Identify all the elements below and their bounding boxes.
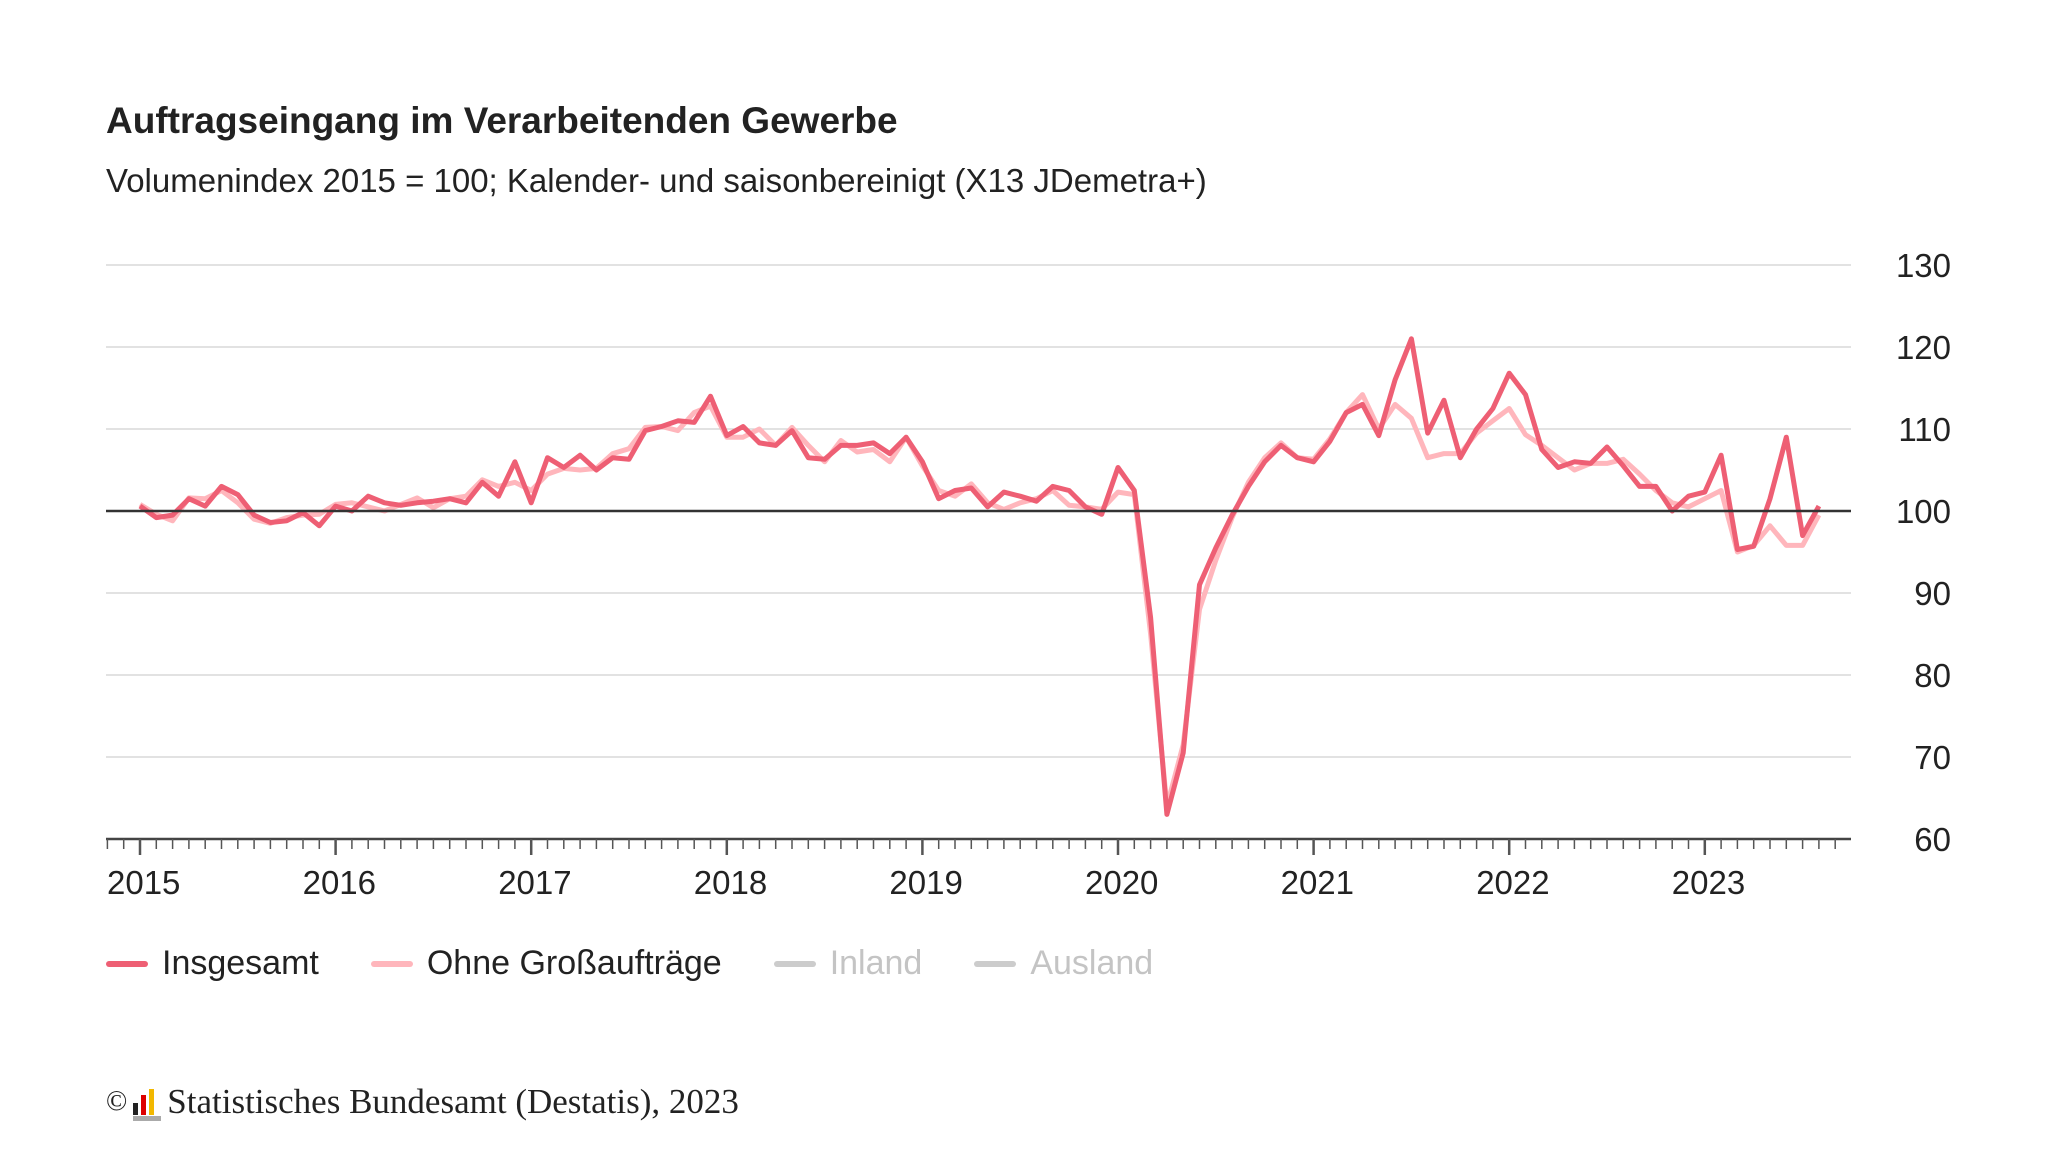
x-tick-label: 2019: [889, 864, 962, 901]
chart-title: Auftragseingang im Verarbeitenden Gewerb…: [106, 100, 898, 141]
legend-label: Ausland: [1030, 944, 1154, 982]
x-tick-label: 2016: [303, 864, 376, 901]
legend-label: Insgesamt: [162, 944, 319, 982]
legend-item[interactable]: Insgesamt: [106, 944, 319, 983]
y-tick-label: 90: [1914, 575, 1951, 612]
x-tick-label: 2017: [498, 864, 571, 901]
source-text: Statistisches Bundesamt (Destatis), 2023: [167, 1082, 739, 1121]
legend-swatch: [106, 960, 148, 967]
x-tick-label: 2015: [107, 864, 180, 901]
y-tick-label: 120: [1896, 329, 1951, 366]
legend-swatch: [974, 960, 1017, 967]
x-tick-label: 2018: [694, 864, 767, 901]
legend: Insgesamt Ohne Großaufträge Inland Ausland: [106, 944, 1153, 983]
series-line-insgesamt: [138, 336, 1822, 817]
y-tick-label: 70: [1914, 739, 1951, 776]
legend-swatch: [370, 960, 413, 967]
y-tick-label: 60: [1914, 821, 1951, 858]
x-tick-label: 2021: [1281, 864, 1354, 901]
legend-item[interactable]: Inland: [773, 944, 923, 983]
y-tick-label: 110: [1898, 411, 1951, 448]
legend-item[interactable]: Ohne Großaufträge: [370, 944, 722, 983]
y-tick-label: 80: [1914, 657, 1951, 694]
legend-label: Inland: [829, 944, 923, 982]
y-tick-label: 130: [1896, 247, 1951, 284]
legend-label: Ohne Großaufträge: [426, 944, 722, 982]
legend-item[interactable]: Ausland: [974, 944, 1153, 983]
legend-swatch: [773, 960, 816, 967]
destatis-logo-icon: [133, 1089, 162, 1121]
x-tick-label: 2023: [1672, 864, 1745, 901]
series-line-ohne-gro-auftr-ge: [138, 392, 1822, 809]
copyright-symbol: ©: [106, 1086, 128, 1117]
x-tick-label: 2020: [1085, 864, 1158, 901]
x-tick-label: 2022: [1476, 864, 1549, 901]
footer: © Statistisches Bundesamt (Destatis), 20…: [106, 1082, 739, 1122]
y-tick-label: 100: [1896, 493, 1951, 530]
chart-subtitle: Volumenindex 2015 = 100; Kalender- und s…: [106, 162, 1207, 199]
